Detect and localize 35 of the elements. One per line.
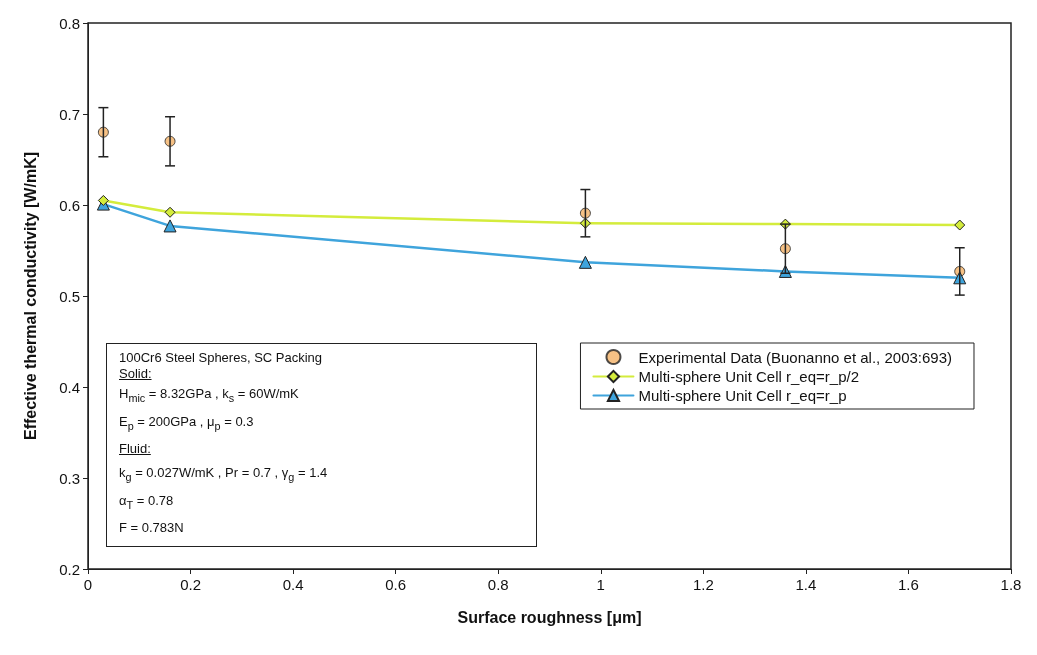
annotation: E$_{p}$ = 200GPa , μ$_{p}$ = 0.3 xyxy=(119,412,255,434)
annotation: Fluid: xyxy=(119,440,152,459)
y-axis-title: Effective thermal conductivity [W/mK] xyxy=(21,151,39,441)
y-tick-label: 0.2 xyxy=(59,560,80,578)
y-tick-label: 0.8 xyxy=(59,14,80,32)
x-tick-label: 1.2 xyxy=(692,576,714,593)
x-tick-label: 1.6 xyxy=(898,576,919,593)
point xyxy=(163,219,177,233)
point xyxy=(164,206,176,218)
annotation: 100Cr6 Steel Spheres, SC Packing xyxy=(119,350,324,366)
annotation: F = 0.783N xyxy=(119,519,185,538)
x-tick-label: 0.6 xyxy=(385,576,407,593)
x-tick-label: 0.8 xyxy=(487,576,509,593)
legend-label: Experimental Data (Buonanno et al., 2003:693) xyxy=(638,348,953,366)
x-tick-label: 1.8 xyxy=(1000,576,1022,593)
annotation: α$_{T}$ = 0.78 xyxy=(119,491,175,513)
annotation: H$_{mic}$ = 8.32GPa , k$_{s}$ = 60W/mK xyxy=(119,385,300,406)
point xyxy=(578,255,592,269)
x-tick-label: 0.4 xyxy=(282,576,304,593)
annotation: k$_{g}$ = 0.027W/mK , Pr = 0.7 , γ$_{g}$ = 1.4 xyxy=(119,464,329,485)
x-axis-title: Surface roughness [μm] xyxy=(457,608,642,626)
legend-label: Multi-sphere Unit Cell r_eq=r_p xyxy=(638,387,847,404)
x-tick-label: 1 xyxy=(596,576,605,593)
point xyxy=(97,194,109,206)
y-tick-label: 0.6 xyxy=(59,196,80,214)
x-tick-label: 1.4 xyxy=(795,576,817,593)
y-tick-label: 0.7 xyxy=(59,105,80,123)
x-tick-label: 0.2 xyxy=(180,576,201,593)
y-tick-label: 0.3 xyxy=(59,469,80,487)
annotation: Solid: xyxy=(119,366,153,382)
y-tick-label: 0.4 xyxy=(59,378,80,396)
y-tick-label: 0.5 xyxy=(59,287,80,305)
legend-label: Multi-sphere Unit Cell r_eq=r_p/2 xyxy=(638,368,859,385)
point xyxy=(954,219,966,231)
x-tick-label: 0 xyxy=(83,576,93,593)
